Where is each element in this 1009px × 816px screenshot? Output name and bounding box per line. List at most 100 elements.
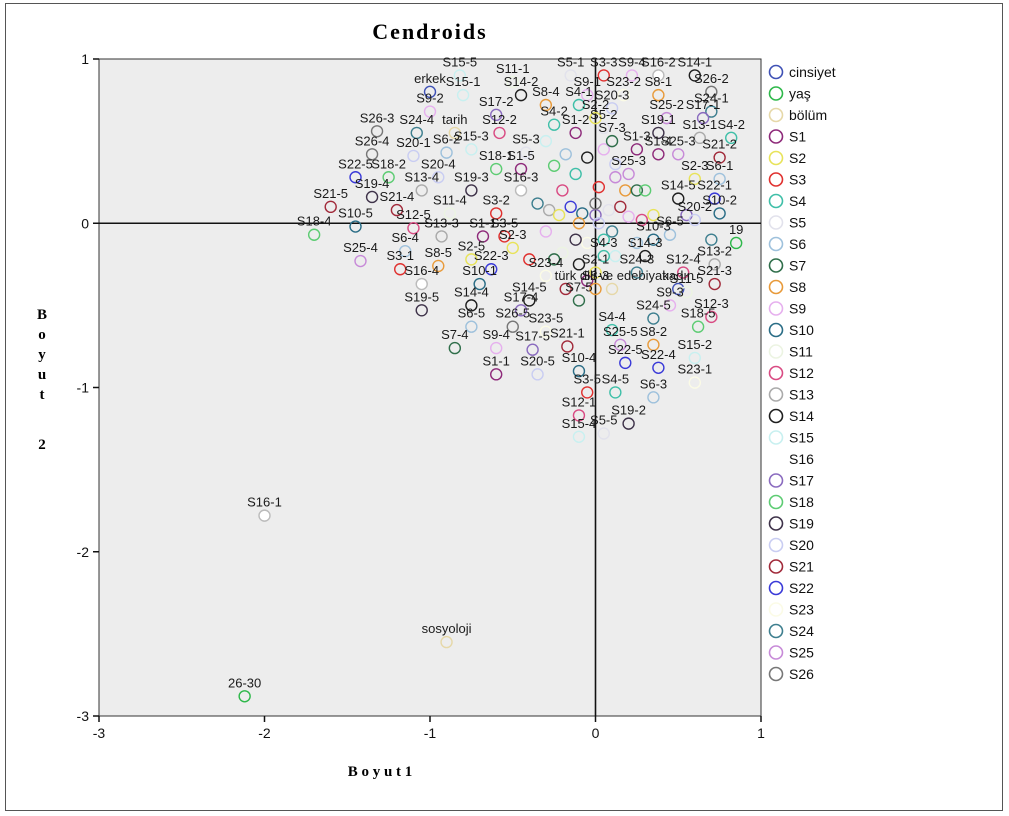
point-label: S14-1 xyxy=(677,54,712,69)
marker-s20-5 xyxy=(531,368,544,381)
point-label: S19-1 xyxy=(641,112,676,127)
marker-s6-5 xyxy=(663,228,677,241)
marker-s25-5 xyxy=(614,338,627,351)
point-label: S20-3 xyxy=(595,87,630,102)
point-label: S14-2 xyxy=(504,74,539,89)
y-axis-title-char: y xyxy=(38,347,46,363)
point-label: S7-5 xyxy=(565,279,592,294)
marker-s12 xyxy=(556,184,569,197)
x-tick-label: -3 xyxy=(93,725,106,741)
point-label: S6-2 xyxy=(433,132,460,147)
point-label: S1-3 xyxy=(623,128,650,143)
point-label: S17-1 xyxy=(686,97,721,112)
point-label: S1-4 xyxy=(645,133,672,148)
point-label: S23-2 xyxy=(606,74,641,89)
marker-s15-1 xyxy=(456,88,470,102)
point-labels: erkek kadın S16-1 sosyoloji 26-30 türk dili v… xyxy=(228,54,745,690)
legend-label-yaş: yaş xyxy=(789,86,811,102)
legend-marker-s13 xyxy=(768,387,784,402)
marker-s10-4 xyxy=(572,364,586,378)
point-label: S17-4 xyxy=(504,289,539,304)
chart-title: Cendroids xyxy=(372,19,487,44)
point-label: S26-5 xyxy=(495,306,530,321)
legend-marker-s1 xyxy=(768,129,784,144)
marker-s3-1 xyxy=(394,263,407,276)
marker-s23-2 xyxy=(617,88,630,102)
marker-s15-2 xyxy=(688,351,701,365)
marker-s22-3 xyxy=(485,263,498,276)
x-tick-label: 1 xyxy=(757,725,765,741)
point-label: S21-5 xyxy=(313,186,348,201)
marker-s4-4 xyxy=(605,323,619,337)
point-label: S15-5 xyxy=(442,54,477,69)
marker-s17-4 xyxy=(514,304,528,317)
legend-label-s5: S5 xyxy=(789,215,806,231)
legend-marker-s26 xyxy=(768,666,784,682)
point-label: S19-2 xyxy=(611,403,646,418)
legend-marker-s3 xyxy=(768,172,784,187)
marker-s26 xyxy=(589,197,602,210)
point-label: S2-5 xyxy=(458,238,485,253)
legend-label-s8: S8 xyxy=(789,279,806,295)
marker-s18 xyxy=(638,184,652,197)
marker-s14-4 xyxy=(465,299,478,312)
legend-marker-s25 xyxy=(768,645,784,660)
legend-label-s10: S10 xyxy=(789,322,814,338)
marker-s10-5 xyxy=(349,220,362,233)
point-label: S18-5 xyxy=(681,306,716,321)
legend-label-s25: S25 xyxy=(789,645,814,661)
point-label: S5-2 xyxy=(590,107,617,122)
legend-label-s9: S9 xyxy=(789,301,806,317)
marker-s3-5 xyxy=(498,230,511,243)
point-label: S14-5 xyxy=(512,279,547,294)
point-label: S13-2 xyxy=(697,243,732,258)
legend-marker-s18 xyxy=(768,494,784,510)
point-label: sosyoloji xyxy=(422,621,472,636)
marker-s21-3 xyxy=(708,277,721,291)
marker-s9-2 xyxy=(423,105,437,118)
marker-s8-4 xyxy=(539,98,553,112)
legend-label-s2: S2 xyxy=(789,150,806,166)
point-label: S22-3 xyxy=(474,248,509,263)
marker-s22-5 xyxy=(619,356,632,370)
point-label: S6-4 xyxy=(391,230,418,245)
marker-s7-4 xyxy=(448,341,462,355)
point-label: S6-5 xyxy=(656,214,683,229)
point-label: S16-3 xyxy=(504,169,539,184)
marker-s3 xyxy=(523,253,536,266)
x-tick-label: -1 xyxy=(424,725,437,741)
marker-s24-1 xyxy=(705,105,718,118)
marker-s21-1 xyxy=(561,340,574,353)
marker-kad-n xyxy=(672,282,685,296)
marker-s26-5 xyxy=(506,320,519,333)
marker-s20 xyxy=(609,157,622,171)
legend-marker-bölüm xyxy=(768,107,784,123)
point-label: S22-5 xyxy=(608,342,643,357)
marker-s3-5 xyxy=(581,386,594,399)
y-tick-label: -2 xyxy=(77,544,90,560)
point-label: S12-4 xyxy=(666,252,701,267)
marker-s23-4 xyxy=(539,269,553,283)
point-label: S15-3 xyxy=(454,128,489,143)
legend-label-bölüm: bölüm xyxy=(789,107,827,123)
point-label: S7-3 xyxy=(598,120,625,135)
marker-s22-5 xyxy=(349,171,362,184)
marker-19 xyxy=(729,236,743,250)
point-label: S6-5 xyxy=(458,306,485,321)
legend-marker-s22 xyxy=(768,580,784,596)
marker-s4 xyxy=(597,233,610,246)
marker-s21-5 xyxy=(324,200,337,214)
point-label: S21-2 xyxy=(702,137,737,152)
marker-s11-1 xyxy=(506,75,519,89)
point-label: S9-4 xyxy=(482,327,509,342)
point-label: S3-5 xyxy=(491,215,518,230)
point-label: S11-5 xyxy=(670,271,704,286)
legend: cinsiyet yaş bölüm S1 S2 S3 S4 S5 S6 S7 S8 S9 S10 S11… xyxy=(768,64,836,682)
marker-s2 xyxy=(552,208,566,222)
marker-s6-5 xyxy=(465,320,478,333)
marker-s5-1 xyxy=(564,69,577,82)
point-label: S25-5 xyxy=(603,324,638,339)
legend-marker-s14 xyxy=(768,408,784,424)
marker-s26-4 xyxy=(365,148,379,161)
marker-s19-5 xyxy=(415,304,428,317)
